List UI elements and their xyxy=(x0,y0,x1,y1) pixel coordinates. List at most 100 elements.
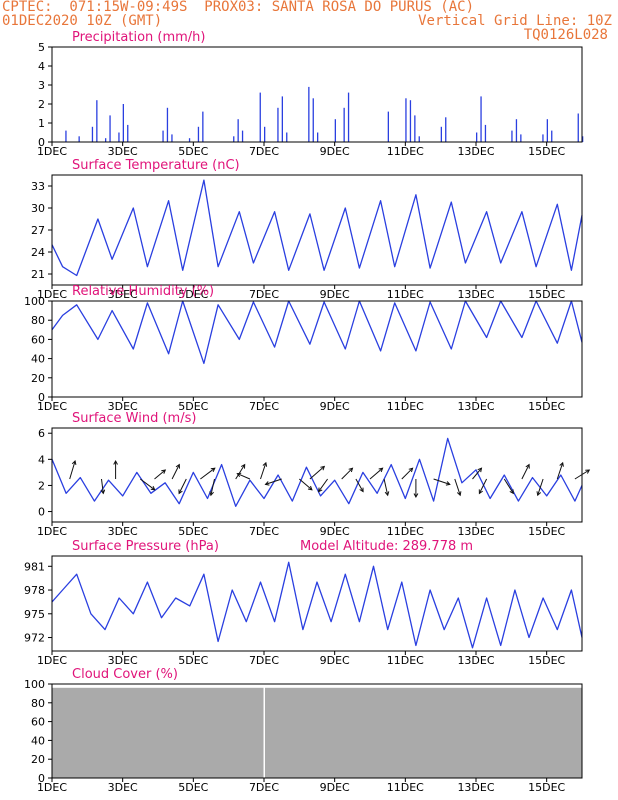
wind-arrow xyxy=(154,469,166,480)
wind-y-tick-label: 2 xyxy=(38,479,45,492)
wind-arrow-head xyxy=(100,489,106,495)
temp-title: Surface Temperature (nC) xyxy=(72,158,240,173)
wind-arrow xyxy=(355,478,364,492)
wind-arrow xyxy=(171,464,180,480)
rh-series-line xyxy=(51,300,583,365)
precip-bar xyxy=(118,132,120,142)
rh-title: Relative Humidity (%) xyxy=(72,284,214,299)
rh-x-tick-label: 15DEC xyxy=(528,400,565,413)
wind-arrow xyxy=(472,467,482,480)
rh-frame xyxy=(51,300,583,398)
wind-arrow xyxy=(237,473,251,480)
rh-y-tick-label: 60 xyxy=(31,333,45,346)
wind-arrow-head xyxy=(348,467,354,473)
cloud-x-tick-label: 1DEC xyxy=(37,781,67,794)
wind-arrow xyxy=(265,478,282,485)
cloud-y-tick-label: 80 xyxy=(31,697,45,710)
rh-x-tick-label: 3DEC xyxy=(108,400,138,413)
precip-x-tick-label: 1DEC xyxy=(37,145,67,158)
rh-x-tick-label: 9DEC xyxy=(320,400,350,413)
wind-arrow xyxy=(574,469,590,480)
wind-arrow-head xyxy=(236,472,242,478)
pres-y-tick-label: 978 xyxy=(24,584,45,597)
wind-x-tick-label: 13DEC xyxy=(457,525,494,538)
precip-bar xyxy=(343,107,345,142)
wind-x-tick-label: 3DEC xyxy=(108,525,138,538)
temp-frame xyxy=(51,174,583,286)
rh-y-tick-label: 40 xyxy=(31,353,45,366)
pres-title: Surface Pressure (hPa) xyxy=(72,539,219,554)
wind-arrow-head xyxy=(71,460,77,466)
wind-arrow-head xyxy=(478,489,483,495)
pres-y-tick-label: 981 xyxy=(24,560,45,573)
wind-y-tick-label: 4 xyxy=(38,453,45,466)
wind-arrow xyxy=(140,478,155,491)
precip-bar xyxy=(237,119,239,142)
precip-x-tick-label: 13DEC xyxy=(457,145,494,158)
wind-x-tick-label: 7DEC xyxy=(249,525,279,538)
precip-bar xyxy=(405,98,407,142)
wind-arrow xyxy=(178,478,187,494)
temp-x-tick-label: 5DEC xyxy=(178,288,208,301)
wind-arrow xyxy=(210,478,215,496)
cloud-x-tick-label: 11DEC xyxy=(387,781,424,794)
header-model-id: TQ0126L028 xyxy=(523,27,608,43)
precip-bar xyxy=(484,124,487,142)
wind-arrow-head xyxy=(559,461,564,467)
wind-arrow xyxy=(537,478,544,496)
precip-bar xyxy=(241,130,244,142)
precip-bar xyxy=(515,119,518,142)
wind-arrow-head xyxy=(456,491,462,497)
precip-x-tick-label: 11DEC xyxy=(387,145,424,158)
precip-frame xyxy=(51,46,583,143)
temp-y-tick-label: 27 xyxy=(31,224,45,237)
pres-x-tick-label: 7DEC xyxy=(249,654,279,667)
wind-x-tick-label: 1DEC xyxy=(37,525,67,538)
cloud-frame xyxy=(51,683,583,779)
precip-bar xyxy=(480,96,482,142)
wind-arrow-head xyxy=(413,493,419,499)
rh-y-tick-label: 100 xyxy=(24,295,45,308)
precip-title: Precipitation (mm/h) xyxy=(72,30,205,45)
wind-arrow xyxy=(383,478,389,496)
wind-arrow-head xyxy=(359,487,364,493)
precip-bar xyxy=(96,100,98,142)
precip-x-tick-label: 9DEC xyxy=(320,145,350,158)
header-location: CPTEC: 071:15W-09:49S PROX03: SANTA ROSA… xyxy=(2,0,475,15)
precip-bar xyxy=(91,126,94,142)
precip-y-tick-label: 3 xyxy=(38,79,45,92)
temp-y-tick-label: 21 xyxy=(31,268,45,281)
temp-x-tick-label: 9DEC xyxy=(320,288,350,301)
wind-arrow-head xyxy=(262,461,268,467)
precip-bar xyxy=(312,98,314,142)
wind-x-tick-label: 9DEC xyxy=(320,525,350,538)
wind-arrow xyxy=(369,467,383,480)
precip-bar xyxy=(109,115,111,142)
wind-arrow xyxy=(298,478,313,491)
temp-x-tick-label: 15DEC xyxy=(528,288,565,301)
precip-bar xyxy=(409,100,412,142)
cloud-y-tick-label: 40 xyxy=(31,734,45,747)
cloud-area-left xyxy=(52,687,264,778)
cloud-x-tick-label: 13DEC xyxy=(457,781,494,794)
precip-bar xyxy=(281,96,283,142)
pres-frame xyxy=(51,555,583,652)
wind-title: Surface Wind (m/s) xyxy=(72,411,196,426)
precip-bar xyxy=(347,92,350,142)
wind-x-tick-label: 5DEC xyxy=(178,525,208,538)
wind-arrow-head xyxy=(320,465,326,471)
rh-y-tick-label: 80 xyxy=(31,314,45,327)
precip-x-tick-label: 7DEC xyxy=(249,145,279,158)
precip-bar xyxy=(577,113,579,142)
cloud-y-tick-label: 20 xyxy=(31,753,45,766)
wind-arrow xyxy=(101,478,104,494)
wind-arrow xyxy=(454,478,461,496)
wind-x-tick-label: 15DEC xyxy=(528,525,565,538)
wind-arrow-head xyxy=(408,467,414,473)
wind-arrow xyxy=(521,464,530,480)
cloud-y-tick-label: 0 xyxy=(38,772,45,785)
wind-arrow-head xyxy=(525,463,530,469)
wind-arrow xyxy=(318,478,329,492)
